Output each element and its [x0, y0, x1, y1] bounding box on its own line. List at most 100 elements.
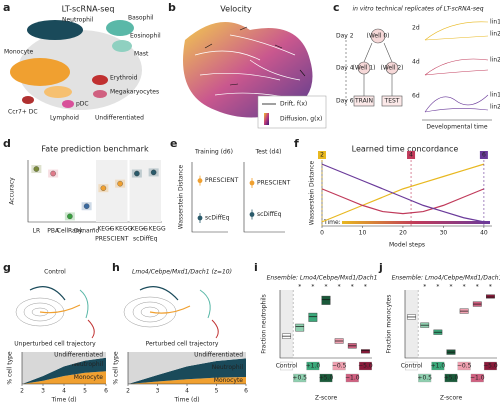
- x-axis-label: Model steps: [389, 242, 425, 249]
- panel-letter: i: [254, 261, 258, 274]
- point: [249, 180, 255, 186]
- series-label: Monocyte: [74, 374, 104, 381]
- panel-title: Velocity: [220, 5, 252, 14]
- panel-subtitle: Perturbed cell trajectory: [146, 341, 219, 348]
- x-tick-label: PBA: [47, 228, 60, 235]
- y-axis-label: % cell type: [113, 351, 120, 385]
- cell-type-label: Monocyte: [4, 49, 34, 56]
- time-label: 6d: [412, 93, 420, 100]
- sub-label: + KEGG: [142, 226, 166, 233]
- x-tick-label: 2: [20, 388, 24, 395]
- line: [321, 188, 485, 215]
- x-tick-label: 20: [399, 230, 407, 237]
- x-tick-label: −1.0: [345, 375, 360, 382]
- group-background: [129, 160, 161, 222]
- panel-letter: e: [170, 137, 177, 150]
- y-axis-label: Fraction monocytes: [386, 295, 393, 354]
- x-tick-label: −5.0: [358, 363, 373, 370]
- area: [128, 352, 246, 384]
- significance: *: [351, 284, 354, 291]
- box: [295, 323, 305, 332]
- x-tick-label: +0.5: [292, 375, 307, 382]
- point: [83, 203, 90, 209]
- area: [128, 376, 246, 384]
- z-tile: [293, 373, 307, 383]
- x-tick-label: 10: [359, 230, 367, 237]
- x-tick-label: −1.0: [470, 375, 485, 382]
- panel-letter: d: [3, 137, 11, 150]
- x-tick-label: 3: [41, 388, 45, 395]
- x-tick-label: Control: [276, 363, 298, 370]
- series-label: Neutrophil: [212, 364, 244, 371]
- x-tick-label: 5: [215, 388, 219, 395]
- axis: [243, 162, 285, 233]
- z-tile: [457, 361, 471, 371]
- chart-title: Fate prediction benchmark: [41, 145, 149, 154]
- box: [486, 294, 495, 299]
- marker-box: [479, 151, 488, 159]
- x-tick-label: 3: [156, 388, 160, 395]
- x-tick-label: −5.0: [483, 363, 498, 370]
- significance: *: [311, 284, 314, 291]
- y-axis-label: Fraction neutrophils: [261, 294, 268, 354]
- series-label: Monocyte: [214, 377, 244, 384]
- panel-letter: j: [378, 261, 383, 274]
- lineage-label: lin2: [490, 31, 500, 38]
- series-label: 6: [482, 152, 486, 159]
- significance: *: [489, 284, 492, 291]
- split-label: TEST: [384, 98, 400, 105]
- well-label: (Well 1): [352, 65, 375, 72]
- x-tick-label: +5.0: [444, 375, 459, 382]
- panel-letter: f: [294, 137, 299, 150]
- z-tile: [280, 361, 294, 371]
- cell-type-label: Lymphoid: [50, 115, 79, 122]
- well-label: (Well 2): [380, 65, 403, 72]
- cell-type-label: Basophil: [128, 15, 154, 22]
- significance: *: [325, 284, 328, 291]
- point: [249, 212, 255, 217]
- x-tick-label: +1.0: [431, 363, 446, 370]
- series-label: scDiffEq: [205, 215, 230, 222]
- point: [33, 166, 40, 172]
- split-label: TRAIN: [354, 98, 373, 105]
- x-tick-label: −0.5: [332, 363, 347, 370]
- point: [117, 180, 123, 187]
- box: [321, 295, 331, 305]
- y-axis-label: Wasserstein Distance: [178, 164, 185, 229]
- y-axis-label: % cell type: [7, 351, 14, 385]
- series-label: 2: [320, 152, 324, 159]
- z-tile: [332, 361, 346, 371]
- significance: *: [463, 284, 466, 291]
- x-tick-label: PRESCIENT: [95, 236, 129, 243]
- series-label: Undifferentiated: [54, 351, 103, 358]
- axis: [404, 290, 497, 359]
- area: [22, 357, 106, 384]
- lineage-label: lin1: [490, 92, 500, 99]
- sub-label: + KEGG: [108, 226, 132, 233]
- panel-letter: g: [3, 261, 11, 274]
- panel-letter: h: [112, 261, 120, 274]
- cell-type-label: Mast: [134, 51, 149, 58]
- panel-subtitle: Unperturbed cell trajectory: [14, 341, 96, 348]
- panel-title: in vitro technical replicates of LT-scRN…: [352, 6, 483, 13]
- time-label: Time:: [323, 219, 341, 226]
- significance: *: [423, 284, 426, 291]
- x-tick-label: scDiffEq: [133, 236, 158, 243]
- panel-letter: b: [168, 1, 176, 14]
- replicate-diagram: [345, 21, 492, 121]
- z-tile: [431, 361, 445, 371]
- significance: *: [436, 284, 439, 291]
- line: [321, 163, 485, 223]
- well-label: (Well 0): [366, 33, 389, 40]
- point: [100, 185, 107, 191]
- x-tick-label: +1.0: [306, 363, 321, 370]
- panel-letter: a: [3, 1, 10, 14]
- chart-title: Ensemble: Lmo4/Cebpe/Mxd1/Dach1: [267, 275, 378, 282]
- z-tile: [418, 373, 432, 383]
- chart-title: Learned time concordance: [352, 145, 459, 154]
- significance: *: [450, 284, 453, 291]
- group-background: [96, 160, 128, 222]
- significance: *: [338, 284, 341, 291]
